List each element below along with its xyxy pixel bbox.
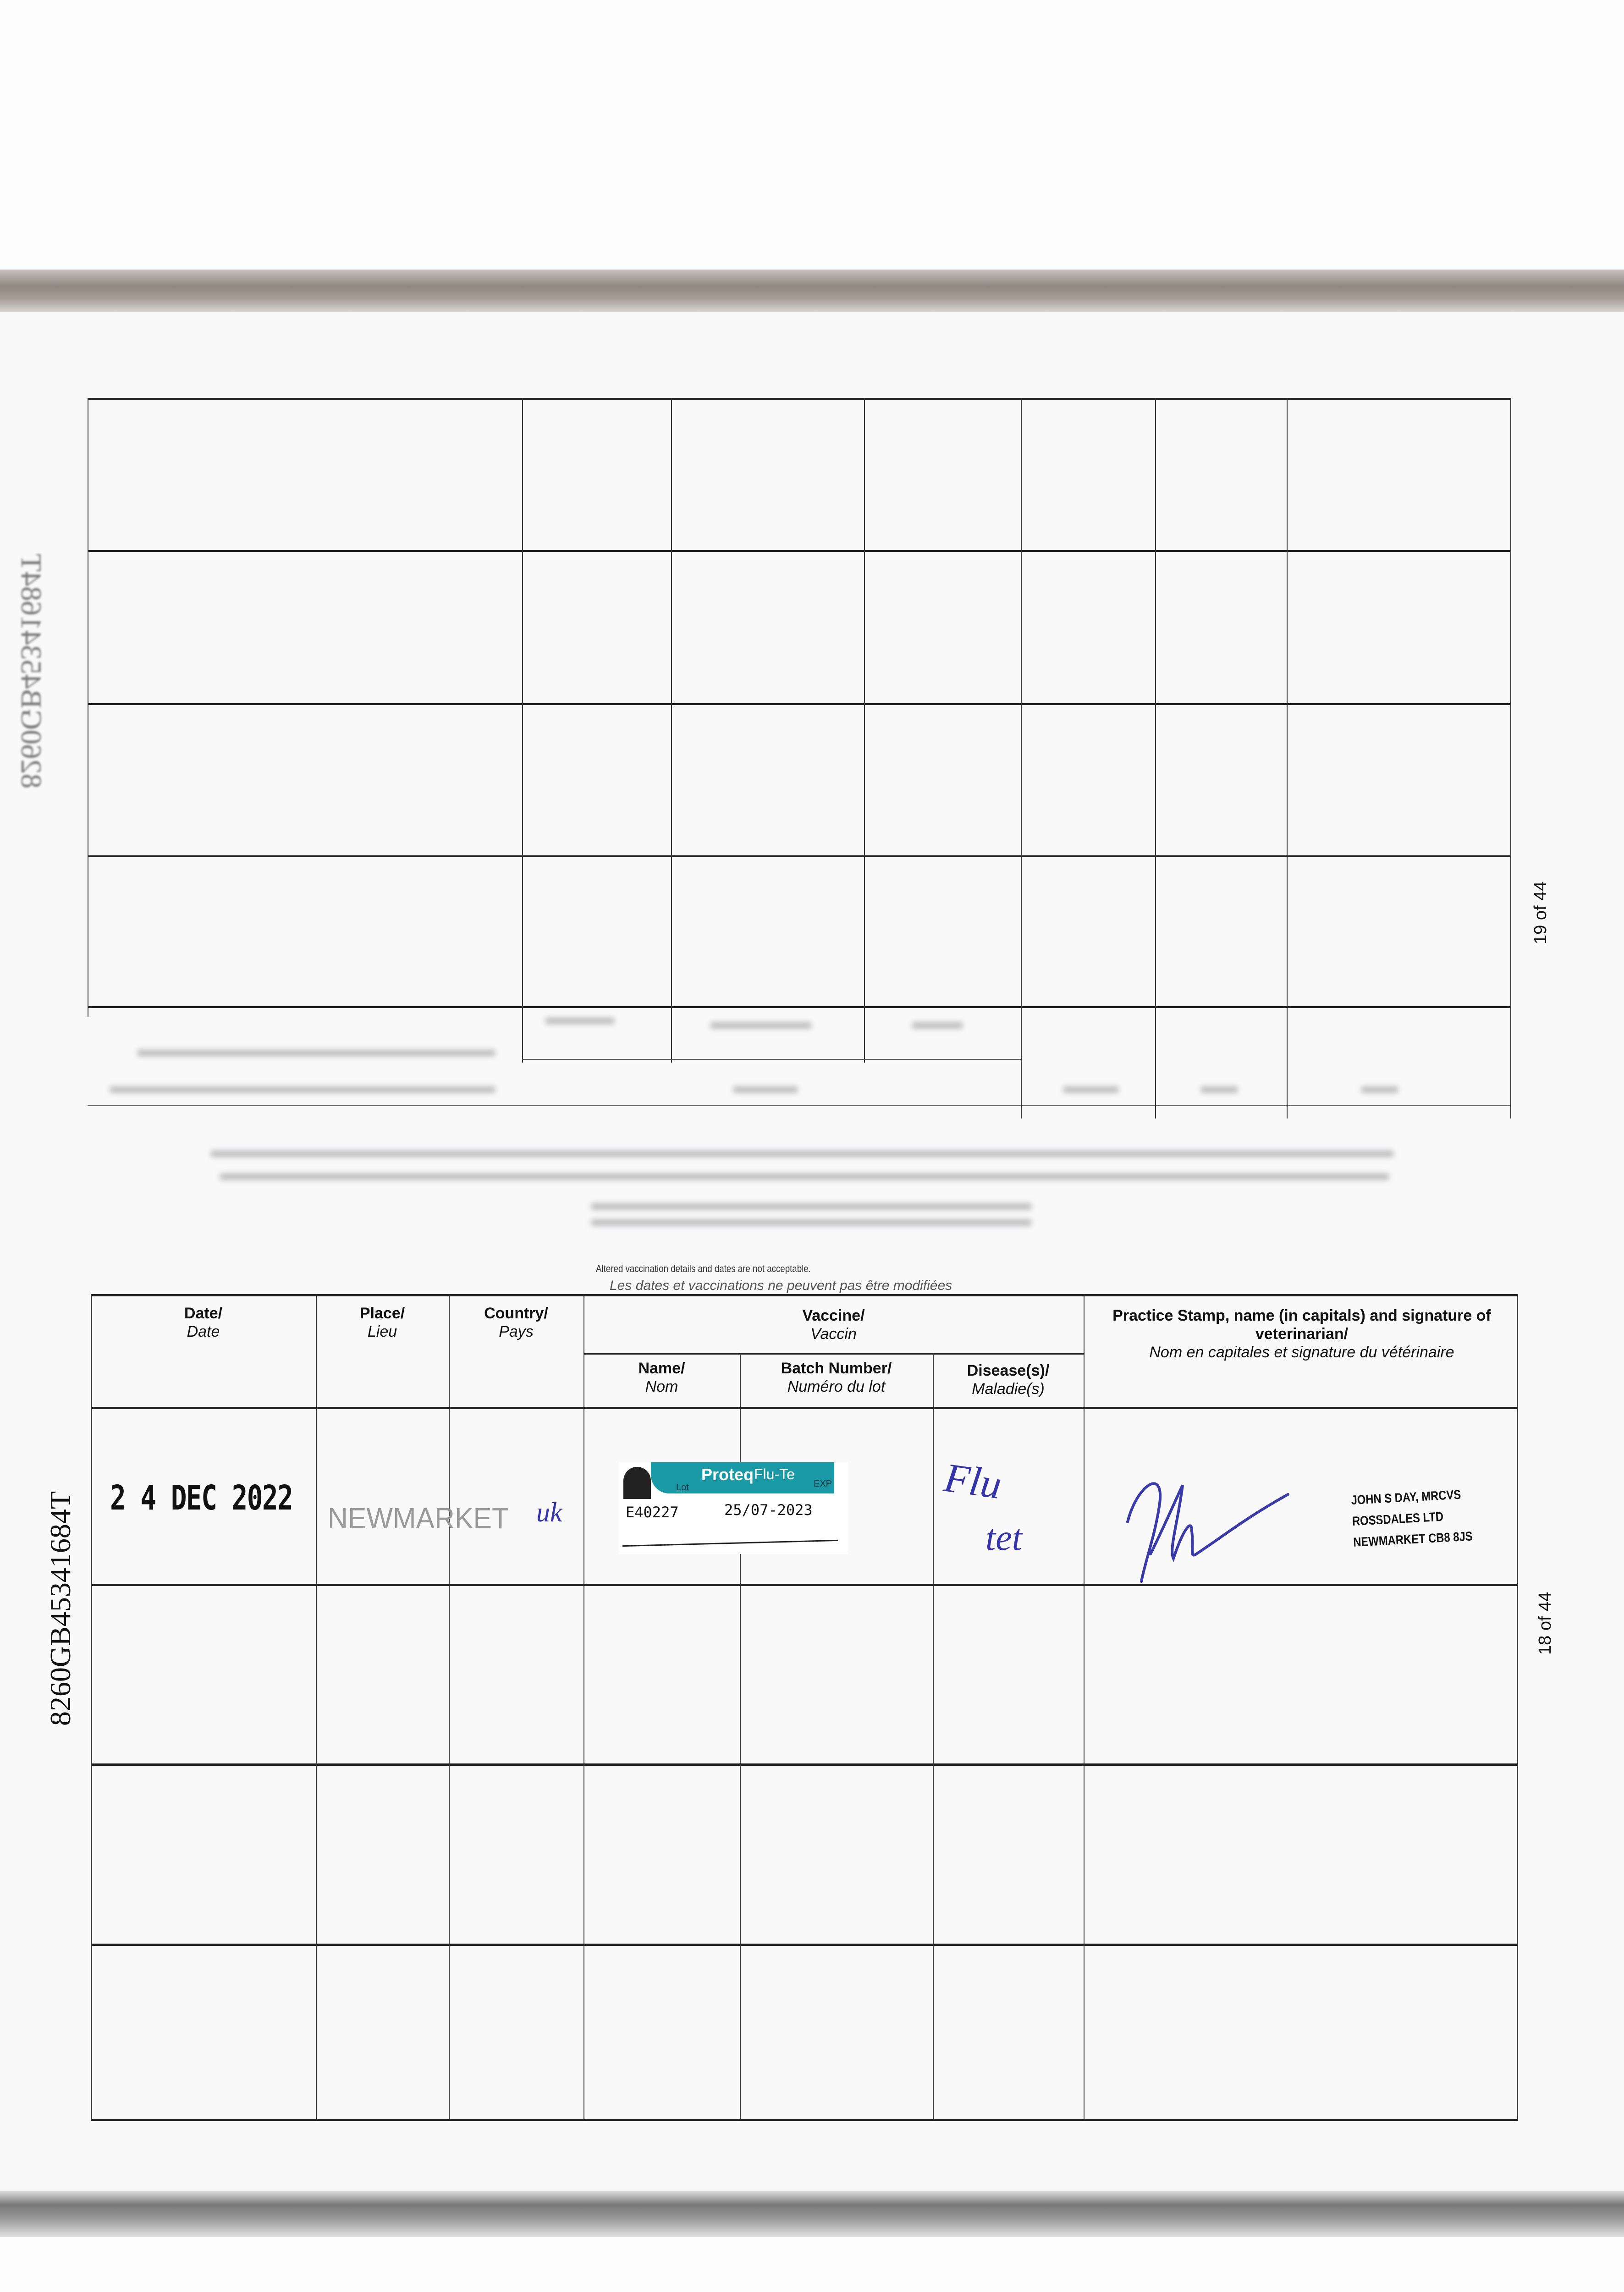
lower-page-number: 18 of 44 xyxy=(1536,1592,1555,1655)
header-disease: Disease(s)/Maladie(s) xyxy=(967,1362,1050,1398)
entry-date-stamp: 2 4 DEC 2022 xyxy=(110,1478,293,1518)
exp-label: EXP xyxy=(814,1479,832,1489)
upper-mirrored-id: 8260GB45341684T xyxy=(15,554,48,788)
entry-place-stamp: NEWMARKET xyxy=(328,1502,509,1535)
header-batch: Batch Number/Numéro du lot xyxy=(781,1360,892,1395)
upper-page xyxy=(0,312,1624,1256)
lot-label: Lot xyxy=(676,1482,689,1493)
proteq-logo-icon xyxy=(623,1467,651,1499)
lower-page xyxy=(0,1256,1624,2191)
practice-stamp: JOHN S DAY, MRCVS ROSSDALES LTD NEWMARKE… xyxy=(1350,1483,1473,1553)
upper-page-number: 19 of 44 xyxy=(1531,881,1550,944)
label-underline xyxy=(622,1539,838,1547)
vaccine-label-sticker: Proteq Flu-Te Lot EXP E40227 25/07-2023 xyxy=(619,1462,848,1554)
vaccine-product: Flu-Te xyxy=(754,1466,795,1482)
side-id: 8260GB45341684T xyxy=(44,1491,77,1726)
label-band: Proteq Flu-Te Lot EXP xyxy=(651,1462,834,1493)
header-country: Country/Pays xyxy=(484,1305,548,1340)
header-name: Name/Nom xyxy=(638,1360,685,1395)
entry-disease-line1: Flu xyxy=(941,1455,1005,1508)
expiry-date: 25/07-2023 xyxy=(724,1501,813,1519)
notice-fr: Les dates et vaccinations ne peuvent pas… xyxy=(610,1278,952,1293)
header-vaccine: Vaccine/Vaccin xyxy=(802,1307,865,1343)
entry-disease-line2: tet xyxy=(985,1518,1022,1558)
book-edge-bottom xyxy=(0,2191,1624,2237)
entry-country: uk xyxy=(536,1497,562,1527)
veterinarian-signature xyxy=(1126,1482,1289,1583)
notice-en: Altered vaccination details and dates ar… xyxy=(596,1263,811,1274)
header-place: Place/Lieu xyxy=(359,1305,405,1340)
header-date: Date/Date xyxy=(184,1305,223,1340)
vaccine-brand: Proteq xyxy=(701,1465,754,1484)
lot-number: E40227 xyxy=(626,1504,679,1521)
header-stamp: Practice Stamp, name (in capitals) and s… xyxy=(1112,1307,1491,1361)
book-edge-top xyxy=(0,270,1624,312)
